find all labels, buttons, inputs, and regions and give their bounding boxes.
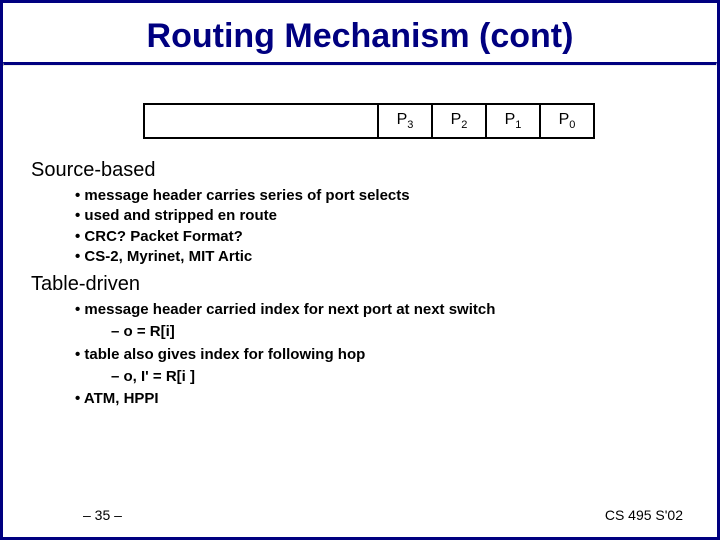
footer-page-number: – 35 – <box>83 507 122 523</box>
list-item-text: table also gives index for following hop <box>84 346 365 363</box>
section-heading-source: Source-based <box>31 159 689 182</box>
list-item: message header carried index for next po… <box>75 300 689 343</box>
list-item: CS-2, Myrinet, MIT Artic <box>75 247 689 267</box>
list-item: message header carries series of port se… <box>75 186 689 206</box>
slide-frame: Routing Mechanism (cont) P3 P2 P1 P0 Sou… <box>0 0 720 540</box>
packet-cell-p1: P1 <box>486 104 540 138</box>
sub-list-item: o, I' = R[i ] <box>111 367 689 387</box>
title-underline <box>3 62 717 66</box>
source-based-list: message header carries series of port se… <box>31 186 689 267</box>
packet-cell-p2: P2 <box>432 104 486 138</box>
list-item: used and stripped en route <box>75 206 689 226</box>
section-heading-table: Table-driven <box>31 273 689 296</box>
slide-title: Routing Mechanism (cont) <box>3 3 717 62</box>
packet-header-table: P3 P2 P1 P0 <box>143 103 595 139</box>
footer-course-code: CS 495 S'02 <box>605 507 683 523</box>
packet-cell-p0: P0 <box>540 104 594 138</box>
packet-empty-cell <box>144 104 378 138</box>
sub-list-item: o = R[i] <box>111 322 689 342</box>
list-item: table also gives index for following hop… <box>75 345 689 388</box>
content-area: Source-based message header carries seri… <box>31 153 689 411</box>
packet-cell-p3: P3 <box>378 104 432 138</box>
list-item: ATM, HPPI <box>75 389 689 409</box>
list-item-text: message header carried index for next po… <box>84 301 495 318</box>
sub-list: o = R[i] <box>75 322 689 342</box>
list-item: CRC? Packet Format? <box>75 227 689 247</box>
table-driven-list: message header carried index for next po… <box>31 300 689 409</box>
sub-list: o, I' = R[i ] <box>75 367 689 387</box>
